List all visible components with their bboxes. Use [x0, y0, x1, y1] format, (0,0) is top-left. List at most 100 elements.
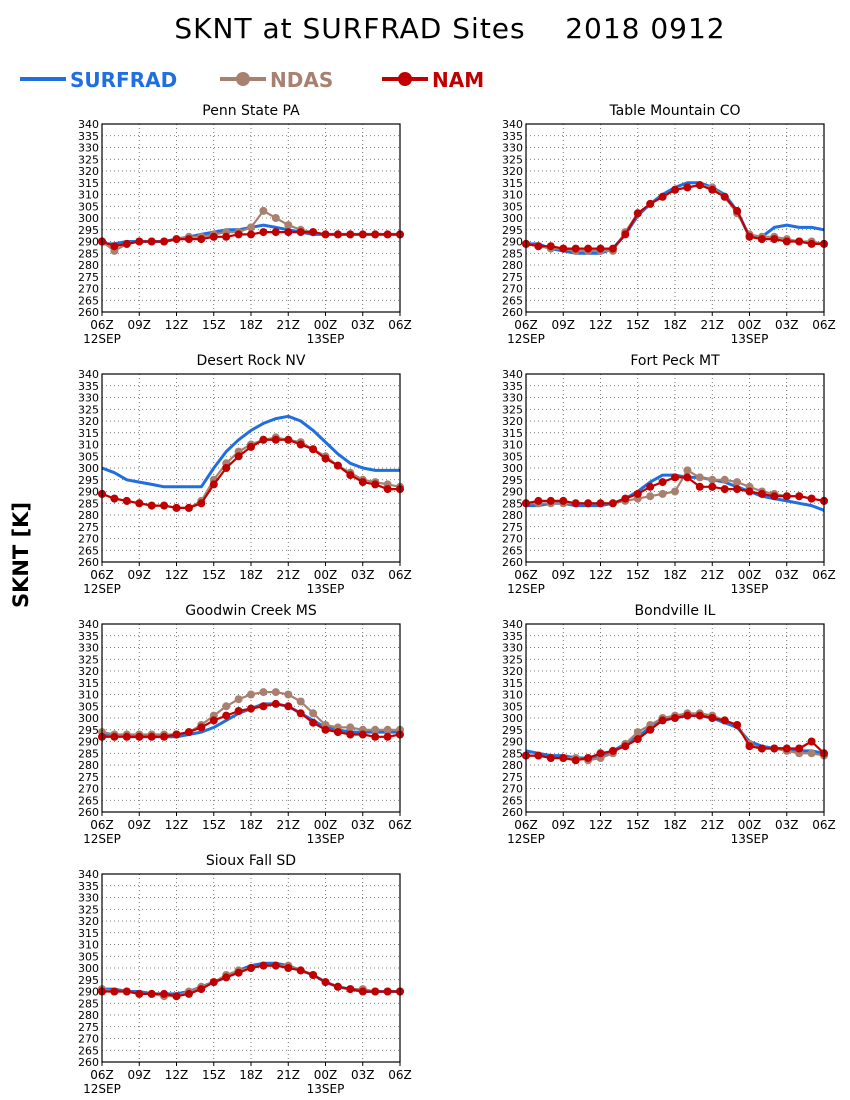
y-tick-label: 265 — [78, 1044, 99, 1057]
data-point-nam — [720, 192, 729, 201]
data-point-nam — [197, 235, 206, 244]
legend-label-ndas: NDAS — [270, 68, 334, 92]
y-tick-label: 265 — [502, 794, 523, 807]
data-point-nam — [234, 707, 243, 715]
x-tick-label: 12Z — [589, 568, 613, 582]
data-point-nam — [346, 730, 355, 739]
y-tick-label: 340 — [502, 618, 523, 631]
x-tick-label: 09Z — [128, 818, 152, 832]
y-tick-label: 340 — [502, 368, 523, 381]
y-tick-label: 310 — [502, 439, 523, 452]
data-point-nam — [147, 989, 156, 998]
data-point-nam — [720, 716, 729, 725]
x-tick-label: 03Z — [775, 568, 799, 582]
legend-swatch-surfrad — [20, 77, 66, 81]
data-point-nam — [596, 244, 605, 253]
data-point-ndas — [695, 473, 704, 482]
x-tick-label: 21Z — [277, 1068, 301, 1082]
data-point-nam — [160, 989, 169, 998]
plot-frame — [101, 873, 401, 1063]
y-tick-label: 305 — [502, 700, 523, 713]
x-tick-label: 15Z — [626, 318, 650, 332]
y-tick-label: 280 — [78, 1009, 99, 1022]
y-tick-label: 325 — [502, 403, 523, 416]
x-tick-label: 15Z — [202, 318, 226, 332]
legend-label-surfrad: SURFRAD — [70, 68, 178, 92]
data-point-nam — [309, 445, 318, 454]
x-tick-label: 12Z — [589, 318, 613, 332]
data-point-nam — [695, 181, 704, 190]
series-line-surfrad — [101, 414, 400, 489]
data-point-nam — [358, 230, 367, 239]
y-tick-label: 335 — [78, 130, 99, 143]
y-tick-label: 320 — [502, 165, 523, 178]
y-tick-label: 280 — [78, 259, 99, 272]
x-tick-label: 21Z — [277, 568, 301, 582]
x-tick-label: 06Z — [514, 568, 538, 582]
data-point-nam — [197, 499, 206, 508]
y-tick-label: 310 — [502, 689, 523, 702]
y-tick-label: 325 — [78, 903, 99, 916]
data-point-nam — [209, 716, 218, 725]
data-point-nam — [708, 482, 717, 491]
series-nam — [98, 961, 404, 1001]
data-point-nam — [708, 714, 717, 722]
data-point-nam — [720, 485, 729, 494]
y-tick-label: 325 — [502, 153, 523, 166]
data-point-nam — [646, 199, 655, 208]
y-tick-label: 325 — [78, 403, 99, 416]
data-point-nam — [371, 732, 380, 741]
date-label: 12SEP — [83, 1082, 121, 1096]
series-nam — [98, 435, 404, 512]
data-point-nam — [110, 242, 119, 251]
x-tick-label: 18Z — [663, 318, 687, 332]
y-tick-label: 290 — [78, 986, 99, 999]
x-tick-label: 18Z — [239, 318, 263, 332]
y-tick-label: 270 — [502, 283, 523, 296]
y-tick-label: 290 — [502, 736, 523, 749]
y-tick-label: 260 — [78, 306, 99, 319]
data-point-nam — [184, 728, 193, 737]
data-point-nam — [110, 732, 119, 741]
x-tick-label: 06Z — [90, 318, 114, 332]
date-label: 13SEP — [731, 332, 769, 346]
data-point-ndas — [271, 214, 280, 222]
date-label: 13SEP — [307, 1082, 345, 1096]
x-tick-label: 00Z — [738, 318, 762, 332]
y-tick-label: 305 — [78, 700, 99, 713]
chart-title: Fort Peck MT — [630, 353, 720, 369]
data-point-nam — [633, 489, 642, 498]
y-tick-label: 275 — [78, 771, 99, 784]
data-point-nam — [757, 744, 766, 753]
y-tick-label: 325 — [502, 653, 523, 666]
y-tick-label: 275 — [502, 271, 523, 284]
x-tick-label: 03Z — [775, 818, 799, 832]
x-tick-label: 15Z — [202, 1068, 226, 1082]
y-tick-label: 335 — [78, 630, 99, 643]
y-tick-label: 320 — [78, 915, 99, 928]
y-tick-label: 330 — [502, 642, 523, 655]
y-tick-label: 265 — [502, 294, 523, 307]
data-point-nam — [534, 242, 543, 251]
x-tick-label: 06Z — [812, 318, 836, 332]
chart-panel-penn-state-pa: Penn State PA 260265270275280285290295300… — [78, 103, 412, 346]
data-point-nam — [122, 732, 131, 741]
data-point-ndas — [708, 475, 717, 484]
y-tick-label: 330 — [78, 892, 99, 905]
x-tick-label: 03Z — [351, 1068, 375, 1082]
data-point-nam — [247, 704, 255, 713]
data-point-ndas — [658, 489, 667, 498]
y-tick-label: 305 — [78, 450, 99, 463]
data-point-ndas — [383, 725, 392, 734]
y-tick-label: 275 — [78, 521, 99, 534]
data-point-nam — [795, 744, 804, 753]
data-point-ndas — [284, 690, 293, 699]
data-point-nam — [683, 711, 692, 720]
series-nam — [522, 711, 828, 765]
x-tick-label: 00Z — [314, 1068, 338, 1082]
data-point-nam — [383, 732, 392, 741]
data-point-nam — [584, 499, 593, 508]
series-nam — [522, 473, 828, 508]
y-tick-label: 320 — [78, 415, 99, 428]
data-point-nam — [271, 228, 280, 237]
